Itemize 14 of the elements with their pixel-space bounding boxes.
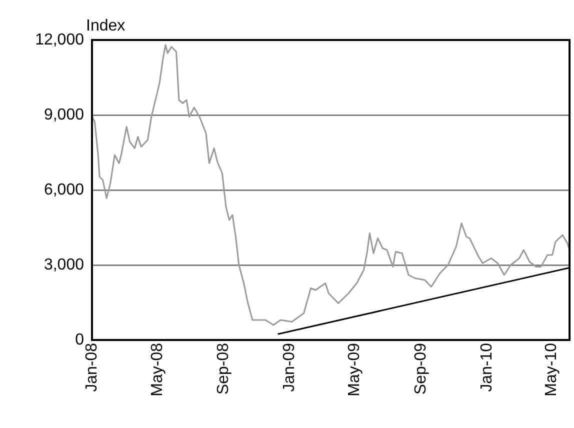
x-tick-label: May-09 [346, 342, 363, 396]
y-tick-label: 12,000 [35, 31, 84, 48]
y-tick-label: 3,000 [44, 256, 84, 274]
y-tick-label: 6,000 [44, 181, 84, 198]
y-tick-label: 9,000 [44, 106, 84, 124]
x-tick-label: Sep-08 [215, 342, 232, 395]
y-axis-title: Index [86, 17, 126, 34]
y-tick-label: 0 [75, 331, 84, 348]
x-tick-label: Jan-10 [478, 342, 496, 392]
x-tick-label: Jan-09 [281, 342, 298, 392]
x-tick-label: Jan-08 [83, 342, 100, 392]
x-tick-label: Sep-09 [412, 342, 430, 395]
x-tick-label: May-08 [148, 342, 166, 396]
x-tick-label: May-10 [543, 342, 560, 396]
